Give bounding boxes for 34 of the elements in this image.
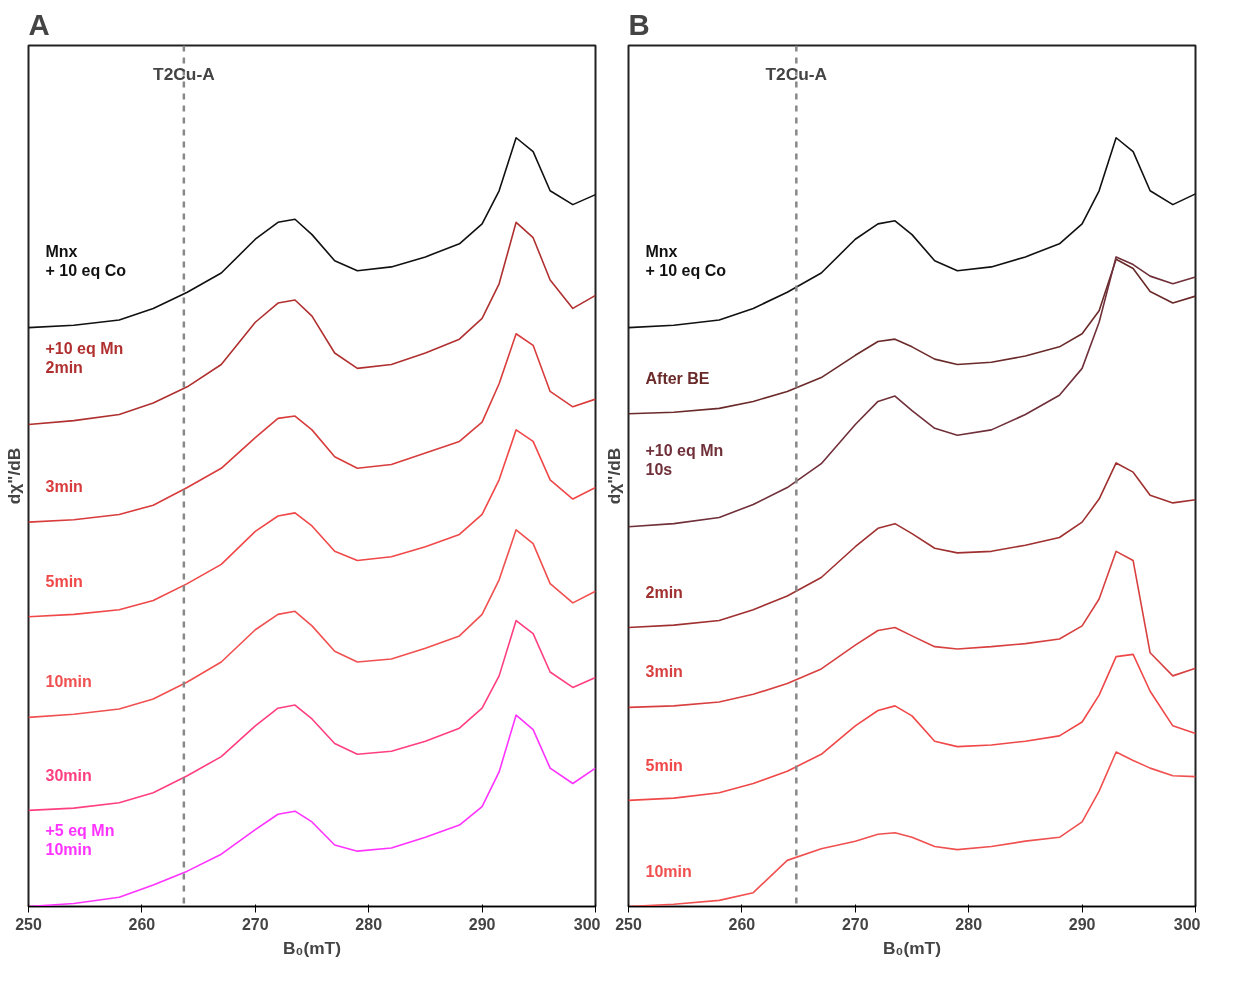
x-tick-label: 270 [841,915,869,933]
x-tick-label: 290 [1068,915,1096,933]
ref-line-label: T2Cu-A [765,63,828,84]
chart-title: B [628,7,650,41]
text: +5 eq Mn 10min [45,821,115,859]
x-tick-label: 300 [573,915,601,933]
series-label: 5min [645,756,683,774]
series-label: After BE [645,369,710,387]
x-tick-label: 250 [615,915,642,933]
series-label: 30min [45,766,92,784]
x-tick-label: 280 [955,915,983,933]
text: Mnx + 10 eq Co [645,242,727,280]
series-label: 2min [645,583,683,601]
x-axis-title: B₀(mT) [283,937,341,958]
series-label: 10min [45,673,92,691]
chart-title: A [28,7,50,41]
x-tick-label: 290 [468,915,496,933]
x-tick-label: 270 [241,915,269,933]
x-tick-label: 260 [128,915,156,933]
x-tick-label: 260 [728,915,756,933]
text: +10 eq Mn 2min [45,339,124,377]
x-tick-label: 300 [1173,915,1201,933]
series-label: 3min [645,663,683,681]
series-label: 3min [45,478,83,496]
x-tick-label: 250 [15,915,42,933]
y-axis-title: dχ"/dB [603,447,624,505]
series-label: 5min [45,572,83,590]
text: +10 eq Mn 10s [645,441,724,479]
x-tick-label: 280 [355,915,383,933]
series-label: 10min [645,862,692,880]
x-axis-title: B₀(mT) [883,937,941,958]
text: Mnx + 10 eq Co [45,242,127,280]
ref-line-label: T2Cu-A [153,63,216,84]
y-axis-title: dχ"/dB [3,447,24,505]
